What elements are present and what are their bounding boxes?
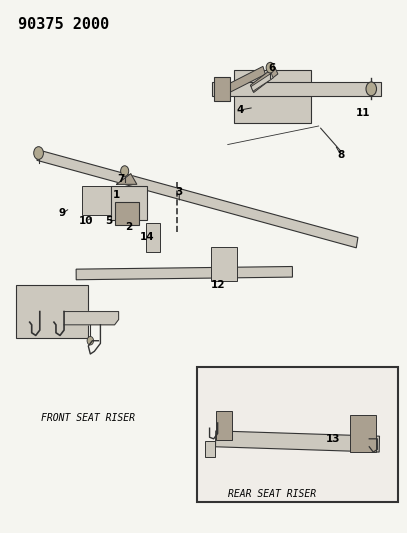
Text: 10: 10 [79,216,94,227]
Text: 5: 5 [105,216,112,227]
Bar [215,431,379,452]
Text: 6: 6 [269,63,276,72]
Bar [216,411,232,440]
Bar [227,67,265,93]
Bar [212,82,381,95]
Circle shape [266,62,274,73]
Text: 12: 12 [210,280,225,290]
Text: REAR SEAT RISER: REAR SEAT RISER [228,489,316,499]
Bar [146,223,160,252]
Circle shape [120,166,129,176]
Bar [204,441,214,457]
Bar [210,247,237,281]
Bar [111,185,147,220]
Bar [82,185,135,215]
Bar [250,67,278,93]
Text: 1: 1 [113,190,120,200]
Text: 9: 9 [59,208,66,219]
Bar [234,70,311,123]
Text: 13: 13 [326,434,340,444]
Bar [251,73,273,91]
Bar [37,150,358,248]
Circle shape [34,147,44,159]
Bar [115,201,139,225]
Text: 2: 2 [125,222,132,232]
Polygon shape [64,312,118,325]
Bar [214,77,230,101]
Text: FRONT SEAT RISER: FRONT SEAT RISER [41,413,135,423]
FancyBboxPatch shape [197,367,398,503]
Text: 4: 4 [236,105,243,115]
Bar [350,415,376,452]
Text: 8: 8 [337,150,345,160]
Circle shape [366,82,376,96]
Text: 14: 14 [140,232,154,243]
Text: 11: 11 [356,108,370,118]
Bar [76,266,293,280]
Text: 3: 3 [176,187,183,197]
Circle shape [87,336,94,345]
Polygon shape [116,174,137,184]
Text: 7: 7 [117,174,124,184]
Bar [15,285,88,338]
Text: 90375 2000: 90375 2000 [18,17,109,33]
